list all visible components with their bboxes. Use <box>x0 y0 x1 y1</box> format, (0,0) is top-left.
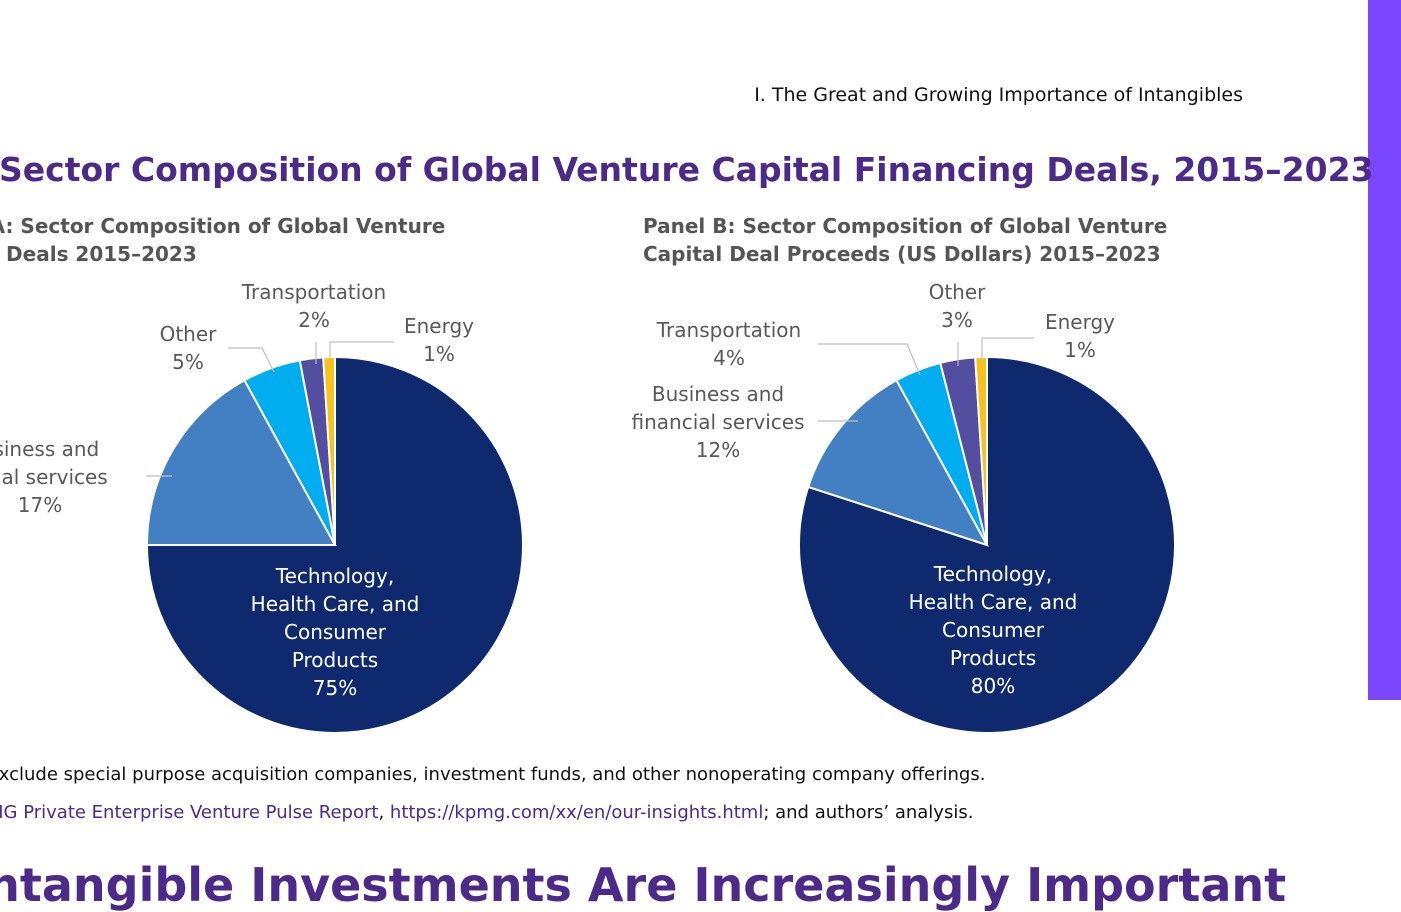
panel-b-leader-energy <box>981 337 1034 358</box>
panel-a-label-energy: Energy 1% <box>404 314 474 366</box>
panel-b-label-transportation: Transportation 4% <box>656 318 801 370</box>
panel-b-leader-transportation <box>818 343 921 376</box>
next-section-heading: Intangible Investments Are Increasingly … <box>0 858 1287 912</box>
panel-a-title-line-1: nel A: Sector Composition of Global Vent… <box>0 214 446 238</box>
panel-b-title: Panel B: Sector Composition of Global Ve… <box>643 212 1167 268</box>
panel-b-title-line-2: Capital Deal Proceeds (US Dollars) 2015–… <box>643 242 1161 266</box>
panel-a-title-line-2: pital Deals 2015–2023 <box>0 242 197 266</box>
panel-b-title-line-1: Panel B: Sector Composition of Global Ve… <box>643 214 1168 238</box>
figure-note: exclude special purpose acquisition comp… <box>0 764 986 785</box>
running-head: I. The Great and Growing Importance of I… <box>754 84 1243 106</box>
panel-b-label-technology-health-care-and-consumer-products: Technology, Health Care, and Consumer Produ… <box>909 562 1078 698</box>
figure-title: 7. Sector Composition of Global Venture … <box>0 150 1374 189</box>
panel-b-slice-energy <box>974 355 988 546</box>
source-report-link[interactable]: MG Private Enterprise Venture Pulse Repo… <box>0 802 379 823</box>
panel-a-pie-chart: Technology, Health Care, and Consumer Produ… <box>0 280 524 734</box>
source-tail: ; and authors’ analysis. <box>763 802 974 823</box>
panel-a-slice-usiness-and-ncial-services <box>145 378 337 546</box>
panel-a-label-technology-health-care-and-consumer-products: Technology, Health Care, and Consumer Produ… <box>251 564 420 700</box>
accent-bar <box>1368 0 1401 700</box>
panel-a-title: nel A: Sector Composition of Global Vent… <box>0 212 445 268</box>
panel-a-leader-other <box>228 347 275 373</box>
figure-source: MG Private Enterprise Venture Pulse Repo… <box>0 802 973 823</box>
panel-a-label-transportation: Transportation 2% <box>241 280 386 332</box>
panel-b-label-other: Other 3% <box>929 280 987 332</box>
panel-a-label-other: Other 5% <box>160 322 218 374</box>
panel-a-slice-energy <box>322 355 336 546</box>
source-url-link[interactable]: https://kpmg.com/xx/en/our-insights.html <box>389 802 764 823</box>
panel-b-label-business-and-financial-services: Business and financial services 12% <box>632 382 805 462</box>
panel-b-pie-chart: Technology, Health Care, and Consumer Produ… <box>632 280 1176 734</box>
panel-a-leader-energy <box>329 341 394 358</box>
source-separator: , <box>378 802 390 823</box>
panel-b-label-energy: Energy 1% <box>1045 310 1115 362</box>
